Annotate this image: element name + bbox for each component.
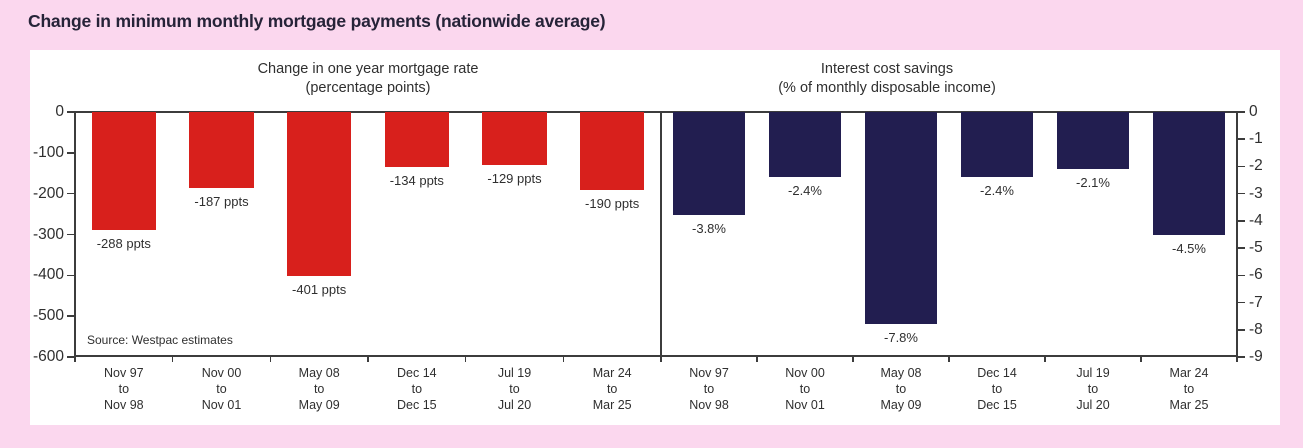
bar [961, 112, 1033, 178]
x-tick-mark [756, 357, 758, 362]
x-category-label: Dec 14 to Dec 15 [397, 366, 437, 412]
x-category-label: May 08 to May 09 [880, 366, 922, 412]
x-tick-mark [269, 357, 272, 362]
bar-value-label: -134 ppts [389, 172, 444, 188]
page-title: Change in minimum monthly mortgage payme… [28, 11, 606, 31]
bar-value-label: -2.4% [788, 183, 822, 199]
bar-value-label: -4.5% [1172, 240, 1206, 256]
bar [286, 112, 352, 276]
x-tick-mark [367, 357, 369, 362]
plot-area: 0 -100 -200 -300 -400 -500 -600 -288 ppts Nov 97… [30, 50, 1280, 425]
bar-value-label: -129 ppts [487, 170, 542, 186]
y-tick-mark [67, 192, 74, 195]
y-tick-label: -9 [1249, 348, 1263, 365]
x-category-label: Dec 14 to Dec 15 [977, 366, 1017, 412]
x-tick-mark [562, 357, 565, 362]
y-tick-label: -6 [1249, 266, 1263, 284]
y-tick-label: -3 [1249, 184, 1263, 202]
bar [579, 112, 645, 190]
x-tick-mark [948, 357, 950, 362]
x-category-label: May 08 to May 09 [298, 366, 340, 412]
x-tick-mark [464, 357, 467, 362]
y-tick-label: -200 [32, 184, 64, 202]
bar-value-label: -3.8% [692, 221, 726, 237]
x-tick-mark [1044, 357, 1046, 362]
bar-value-label: -288 ppts [96, 235, 151, 251]
x-tick-mark [660, 357, 662, 362]
y-tick-label: -7 [1249, 293, 1263, 311]
bar [91, 112, 157, 230]
y-tick-mark [1238, 111, 1245, 113]
y-tick-mark [1238, 247, 1245, 249]
bar-value-label: -7.8% [884, 330, 918, 346]
y-tick-label: -300 [32, 225, 64, 243]
y-tick-mark [67, 356, 74, 358]
x-category-label: Jul 19 to Jul 20 [497, 366, 532, 412]
bar-value-label: -2.4% [980, 183, 1014, 199]
y-tick-mark [1238, 274, 1245, 277]
y-tick-label: -100 [32, 143, 64, 161]
x-category-label: Nov 97 to Nov 98 [689, 366, 729, 412]
right-panel-title: Interest cost savings (% of monthly disp… [599, 60, 1175, 98]
y-tick-mark [1238, 165, 1245, 168]
y-tick-label: -500 [32, 307, 64, 325]
bar [482, 112, 547, 165]
y-tick-label: 0 [55, 103, 64, 120]
panel-divider-line [660, 111, 662, 357]
x-category-label: Mar 24 to Mar 25 [592, 366, 632, 412]
y-tick-mark [1238, 356, 1245, 358]
chart-card: Change in one year mortgage rate (percen… [30, 50, 1280, 425]
y-tick-mark [1238, 301, 1245, 304]
source-note: Source: Westpac estimates [87, 333, 233, 347]
bar [384, 112, 450, 167]
bar [673, 112, 745, 216]
y-tick-label: -1 [1249, 130, 1263, 148]
y-axis-line [1236, 111, 1238, 357]
x-category-label: Nov 00 to Nov 01 [785, 366, 825, 412]
y-tick-label: -2 [1249, 157, 1263, 175]
bar-value-label: -187 ppts [194, 194, 249, 210]
y-tick-label: -600 [32, 348, 64, 365]
y-tick-mark [67, 152, 74, 154]
bar [1153, 112, 1225, 235]
x-category-label: Nov 97 to Nov 98 [104, 366, 144, 412]
x-tick-mark [171, 357, 174, 362]
y-tick-label: -5 [1249, 239, 1263, 257]
bar [865, 112, 937, 325]
bar-value-label: -190 ppts [585, 195, 640, 211]
right-panel-title-line2: (% of monthly disposable income) [778, 80, 996, 97]
bottom-axis-line [75, 355, 1237, 357]
y-tick-label: -400 [32, 266, 64, 284]
bar [1057, 112, 1129, 170]
bar [769, 112, 841, 178]
y-tick-mark [67, 315, 74, 317]
x-category-label: Jul 19 to Jul 20 [1076, 366, 1110, 412]
bar-value-label: -2.1% [1076, 175, 1110, 191]
left-panel-title: Change in one year mortgage rate (percen… [75, 60, 661, 98]
zero-axis-line [75, 111, 1237, 113]
y-tick-label: -8 [1249, 320, 1263, 338]
y-tick-mark [67, 233, 74, 236]
y-axis-line [74, 111, 76, 357]
x-category-label: Nov 00 to Nov 01 [201, 366, 242, 412]
right-panel-title-line1: Interest cost savings [820, 61, 954, 77]
x-tick-mark [74, 357, 76, 362]
y-tick-mark [1238, 220, 1245, 222]
y-tick-label: 0 [1249, 103, 1258, 120]
bar [189, 112, 254, 189]
y-tick-mark [1238, 138, 1245, 140]
left-panel-title-line2: (percentage points) [305, 80, 431, 97]
y-tick-mark [67, 111, 74, 113]
x-tick-mark [1140, 357, 1142, 362]
left-panel-title-line1: Change in one year mortgage rate [257, 61, 479, 77]
y-tick-mark [1238, 329, 1245, 331]
y-tick-label: -4 [1249, 211, 1263, 229]
x-tick-mark [852, 357, 854, 362]
y-tick-mark [67, 274, 74, 277]
x-category-label: Mar 24 to Mar 25 [1169, 366, 1209, 412]
x-tick-mark [1236, 357, 1238, 362]
y-tick-mark [1238, 192, 1245, 195]
bar-value-label: -401 ppts [292, 281, 347, 297]
